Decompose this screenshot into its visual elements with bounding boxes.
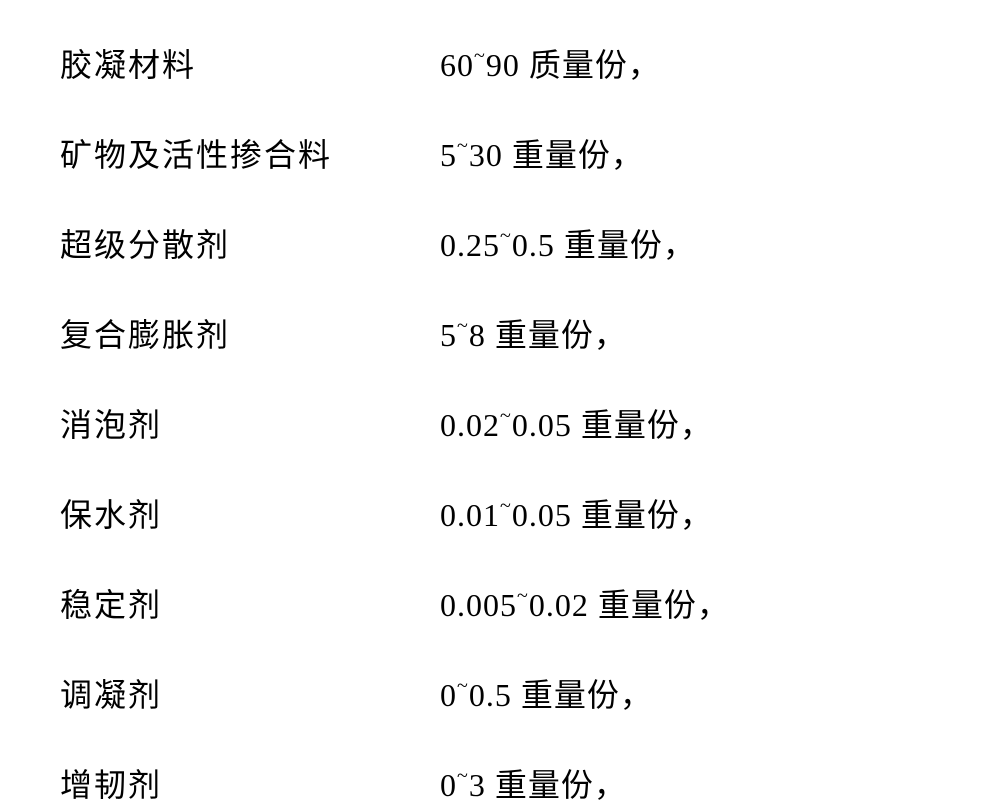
range-low: 0.25 — [440, 227, 500, 263]
ingredient-label: 消泡剂 — [60, 400, 440, 446]
ingredient-value: 0.02~0.05 重量份， — [440, 400, 940, 446]
tilde-separator: ~ — [517, 585, 529, 607]
unit-label: 重量份， — [564, 227, 696, 263]
tilde-separator: ~ — [500, 405, 512, 427]
table-row: 调凝剂 0~0.5 重量份， — [60, 670, 940, 716]
table-row: 矿物及活性掺合料 5~30 重量份， — [60, 130, 940, 176]
ingredient-label: 超级分散剂 — [60, 220, 440, 266]
unit-label: 重量份， — [581, 497, 713, 533]
ingredient-label: 增韧剂 — [60, 760, 440, 806]
range-low: 60 — [440, 47, 474, 83]
tilde-separator: ~ — [500, 225, 512, 247]
range-high: 0.05 — [512, 497, 572, 533]
ingredient-label: 保水剂 — [60, 490, 440, 536]
table-row: 增韧剂 0~3 重量份， — [60, 760, 940, 806]
range-low: 0.02 — [440, 407, 500, 443]
unit-label: 重量份， — [598, 587, 730, 623]
ingredients-table: 胶凝材料 60~90 质量份， 矿物及活性掺合料 5~30 重量份， 超级分散剂… — [60, 40, 940, 806]
unit-label: 重量份， — [512, 137, 644, 173]
range-high: 3 — [469, 767, 486, 803]
tilde-separator: ~ — [457, 765, 469, 787]
range-high: 0.02 — [529, 587, 589, 623]
range-low: 0.005 — [440, 587, 517, 623]
ingredient-value: 0.005~0.02 重量份， — [440, 580, 940, 626]
unit-label: 重量份， — [495, 767, 627, 803]
table-row: 复合膨胀剂 5~8 重量份， — [60, 310, 940, 356]
ingredient-label: 胶凝材料 — [60, 40, 440, 86]
tilde-separator: ~ — [457, 315, 469, 337]
unit-label: 重量份， — [495, 317, 627, 353]
ingredient-label: 调凝剂 — [60, 670, 440, 716]
table-row: 保水剂 0.01~0.05 重量份， — [60, 490, 940, 536]
tilde-separator: ~ — [474, 45, 486, 67]
tilde-separator: ~ — [457, 135, 469, 157]
unit-label: 质量份， — [529, 47, 661, 83]
table-row: 胶凝材料 60~90 质量份， — [60, 40, 940, 86]
ingredient-label: 复合膨胀剂 — [60, 310, 440, 356]
range-low: 5 — [440, 137, 457, 173]
range-high: 0.5 — [512, 227, 555, 263]
ingredient-value: 60~90 质量份， — [440, 40, 940, 86]
ingredient-value: 0.01~0.05 重量份， — [440, 490, 940, 536]
ingredient-value: 0.25~0.5 重量份， — [440, 220, 940, 266]
table-row: 超级分散剂 0.25~0.5 重量份， — [60, 220, 940, 266]
tilde-separator: ~ — [457, 675, 469, 697]
ingredient-label: 稳定剂 — [60, 580, 440, 626]
ingredient-value: 5~30 重量份， — [440, 130, 940, 176]
ingredient-value: 5~8 重量份， — [440, 310, 940, 356]
ingredient-label: 矿物及活性掺合料 — [60, 130, 440, 176]
ingredient-value: 0~3 重量份， — [440, 760, 940, 806]
range-low: 0.01 — [440, 497, 500, 533]
range-high: 90 — [486, 47, 520, 83]
range-low: 0 — [440, 677, 457, 713]
unit-label: 重量份， — [581, 407, 713, 443]
range-low: 0 — [440, 767, 457, 803]
tilde-separator: ~ — [500, 495, 512, 517]
unit-label: 重量份， — [521, 677, 653, 713]
range-low: 5 — [440, 317, 457, 353]
range-high: 8 — [469, 317, 486, 353]
range-high: 30 — [469, 137, 503, 173]
ingredient-value: 0~0.5 重量份， — [440, 670, 940, 716]
table-row: 消泡剂 0.02~0.05 重量份， — [60, 400, 940, 446]
range-high: 0.5 — [469, 677, 512, 713]
range-high: 0.05 — [512, 407, 572, 443]
table-row: 稳定剂 0.005~0.02 重量份， — [60, 580, 940, 626]
